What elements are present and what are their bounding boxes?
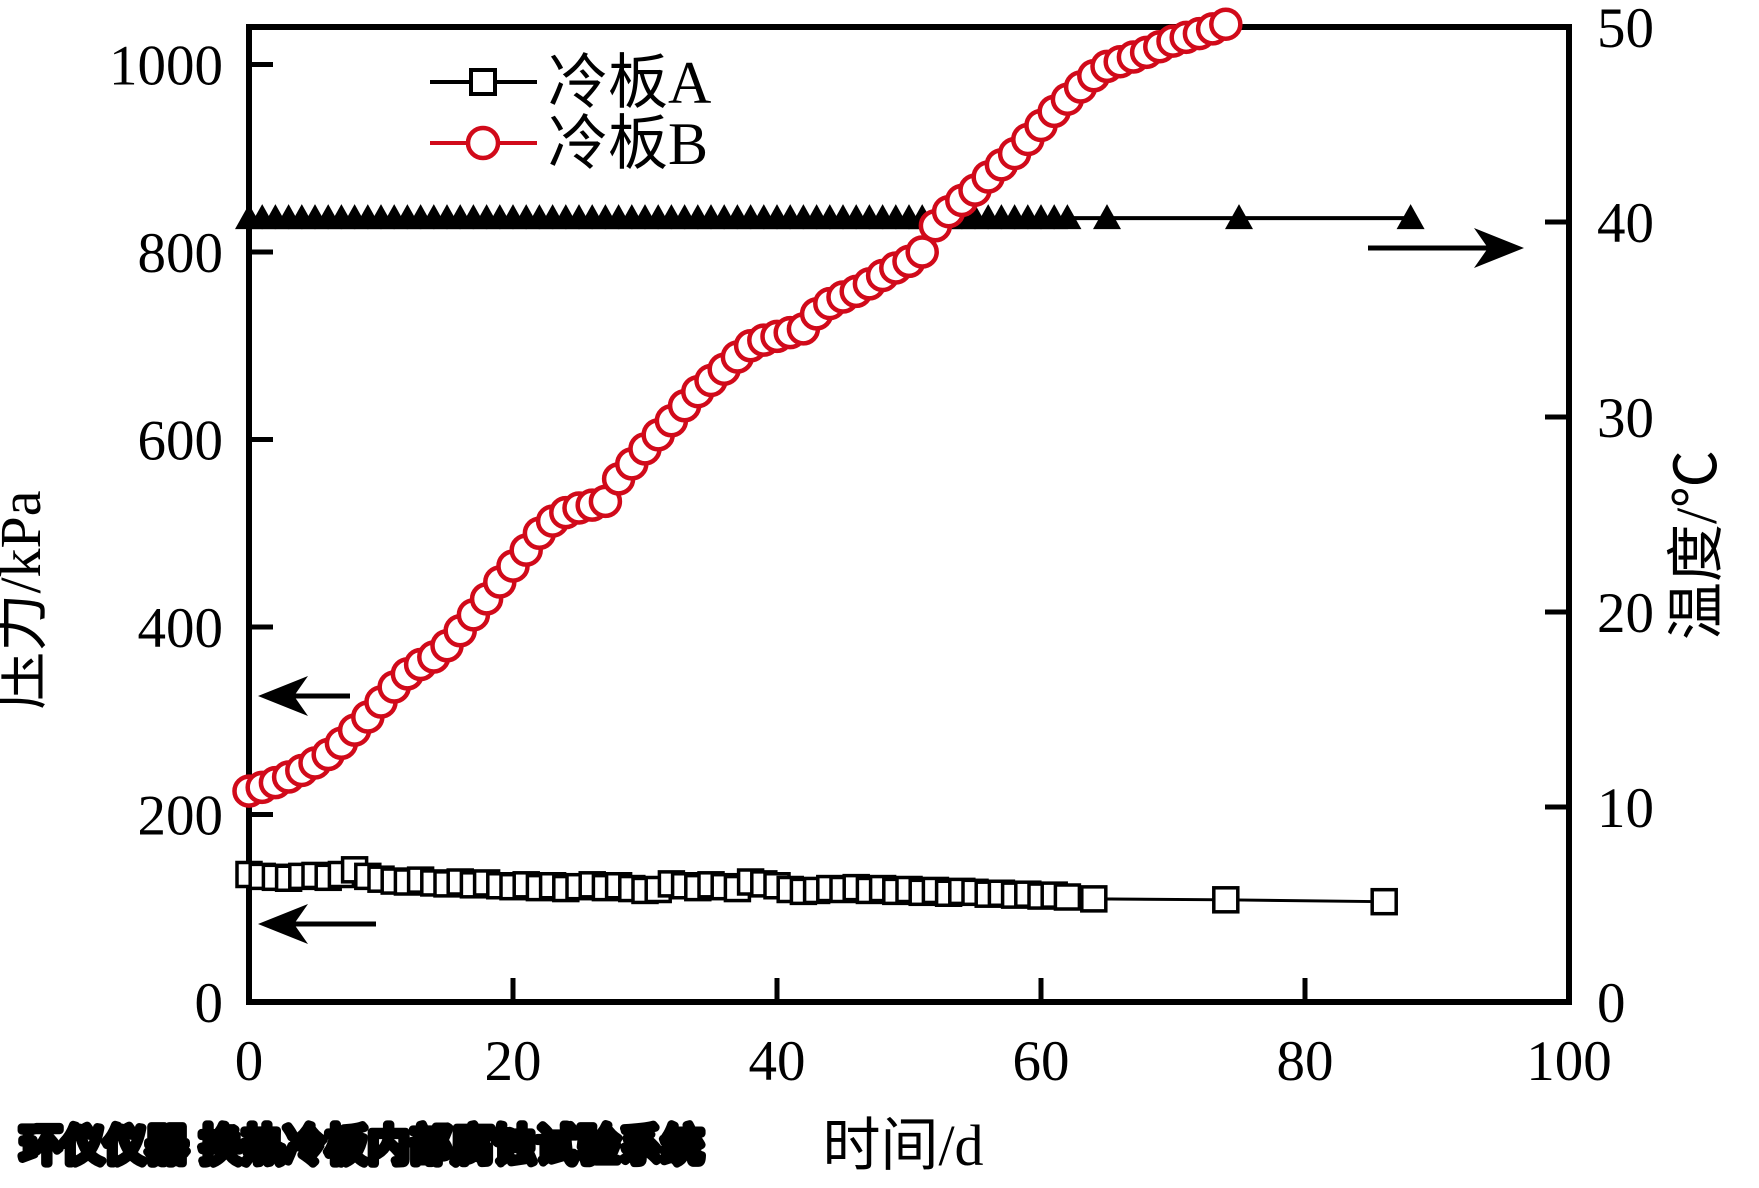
circle-marker [1209,7,1243,41]
legend-square-marker-icon [469,68,497,96]
legend-label-b: 冷板B [548,111,708,177]
y-left-tick-label: 200 [138,785,224,848]
y-left-tick-label: 1000 [109,35,223,98]
y-right-tick-label: 0 [1597,972,1626,1035]
square-marker [1053,883,1082,911]
square-marker [1212,886,1240,914]
y-right-tick-label: 20 [1597,582,1654,645]
x-axis-ticks: 0 20 40 60 80 100 [235,978,1612,1093]
triangle-marker [1093,204,1121,230]
arrowhead-icon [1474,228,1524,268]
y-left-axis-title: 压力/kPa [0,490,53,709]
triangle-marker [1053,204,1082,230]
x-tick-label: 60 [1013,1030,1070,1093]
y-left-tick-label: 600 [138,410,224,473]
y-right-tick-label: 10 [1597,777,1654,840]
y-left-tick-label: 800 [138,222,224,285]
legend: 冷板A 冷板B [430,50,711,177]
square-marker [1080,885,1108,913]
x-tick-label: 100 [1526,1030,1612,1093]
y-right-tick-label: 40 [1597,192,1654,255]
legend-circle-marker-icon [465,125,501,161]
plot-border [246,24,1572,1005]
triangle-marker [1396,204,1425,230]
x-axis-title: 时间/d [822,1113,983,1178]
legend-label-a: 冷板A [548,50,711,116]
y-right-axis-title: 温度/℃ [1664,450,1729,640]
series-temperature [235,204,1425,230]
legend-item-cold-plate-a: 冷板A [430,50,711,116]
series-cold-plate-a [235,856,1398,916]
circle-marker [905,235,939,269]
x-tick-label: 0 [235,1030,264,1093]
y-left-tick-label: 400 [138,597,224,660]
axis-pointer-arrows [258,228,1524,944]
arrowhead-icon [258,676,308,716]
x-tick-label: 80 [1277,1030,1334,1093]
y-right-tick-label: 50 [1597,0,1654,60]
watermark-text: 环仪仪器 换热冷板内部腐蚀试验系统 [20,1122,704,1169]
square-marker [1370,887,1398,916]
series-cold-plate-b [232,7,1243,808]
x-tick-label: 20 [485,1030,542,1093]
y-left-axis-ticks: 0 200 400 600 800 1000 [109,35,273,1035]
arrowhead-icon [258,904,308,944]
triangle-marker [1225,204,1253,230]
x-tick-label: 40 [749,1030,806,1093]
legend-item-cold-plate-b: 冷板B [430,111,708,177]
y-right-tick-label: 30 [1597,387,1654,450]
y-left-tick-label: 0 [195,972,224,1035]
y-right-axis-ticks: 0 10 20 30 40 50 [1545,0,1654,1035]
